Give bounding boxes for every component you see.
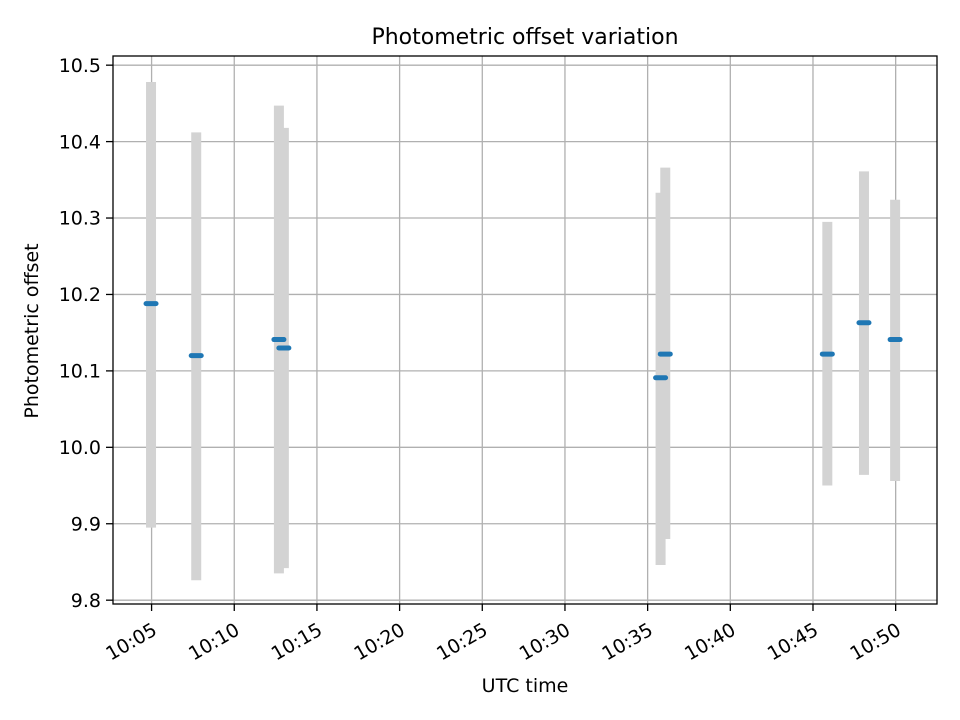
y-tick-label: 9.9 xyxy=(71,513,101,535)
y-tick-label: 10.1 xyxy=(59,361,101,383)
grid-lines xyxy=(113,56,937,604)
y-tick-label: 10.4 xyxy=(59,131,101,153)
y-tick-label: 10.0 xyxy=(59,437,101,459)
data-points xyxy=(143,301,903,381)
x-axis-label: UTC time xyxy=(482,675,569,697)
y-tick-label: 10.3 xyxy=(59,208,101,230)
plot-frame xyxy=(112,55,938,605)
y-tick-label: 10.5 xyxy=(59,55,101,77)
y-tick-label: 10.2 xyxy=(59,284,101,306)
chart-title: Photometric offset variation xyxy=(371,25,678,50)
y-axis-ticks: 9.8 9.9 10.0 10.1 10.2 10.3 10.4 10.5 xyxy=(59,55,113,612)
y-tick-label: 9.8 xyxy=(71,590,101,612)
y-axis-label: Photometric offset xyxy=(21,243,43,418)
